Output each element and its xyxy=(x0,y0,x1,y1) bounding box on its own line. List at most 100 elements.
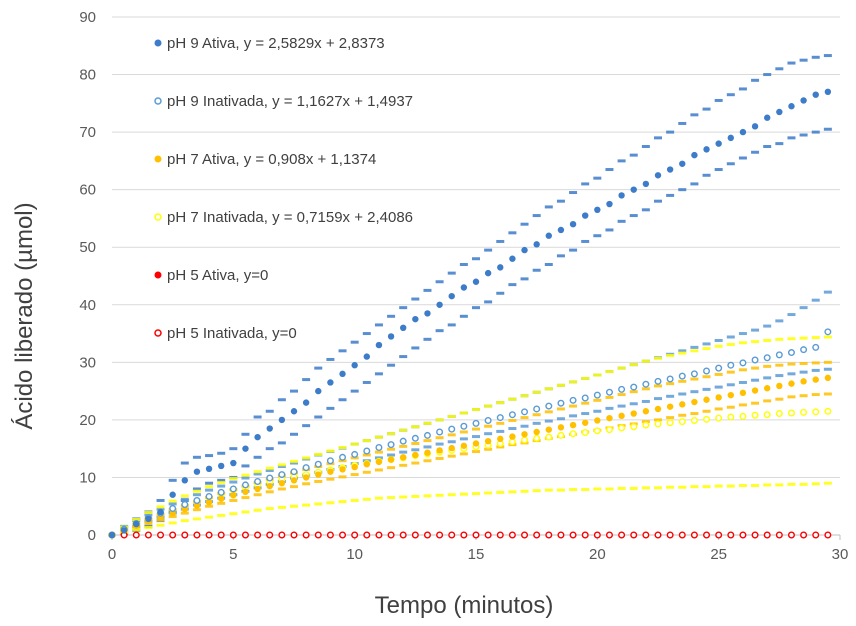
data-point xyxy=(387,333,395,340)
data-point xyxy=(205,498,213,506)
data-point xyxy=(218,495,225,502)
x-tick-label: 20 xyxy=(589,546,606,563)
legend-entry: pH 9 Inativada, y = 1,1627x + 1,4937 xyxy=(167,93,413,110)
data-point xyxy=(448,292,455,300)
data-point xyxy=(424,449,431,456)
data-point xyxy=(132,531,140,539)
data-point xyxy=(254,531,262,539)
data-point xyxy=(315,387,322,395)
data-point xyxy=(375,444,383,452)
data-point xyxy=(642,408,650,415)
y-tick-label: 40 xyxy=(79,297,96,314)
data-point xyxy=(678,372,686,380)
data-point xyxy=(242,488,249,496)
data-point xyxy=(120,527,128,534)
y-tick-label: 80 xyxy=(79,67,96,84)
data-point xyxy=(824,328,832,336)
data-point xyxy=(351,362,358,369)
data-point xyxy=(314,460,322,468)
data-point xyxy=(400,454,407,461)
data-point xyxy=(484,269,492,277)
data-point xyxy=(557,431,565,439)
data-point xyxy=(691,151,698,159)
data-point xyxy=(205,465,213,473)
data-point xyxy=(509,255,516,262)
x-tick-label: 0 xyxy=(108,546,116,563)
data-point xyxy=(181,500,189,508)
data-point xyxy=(411,434,419,442)
data-point xyxy=(290,531,298,539)
x-tick-label: 5 xyxy=(229,546,237,563)
data-point xyxy=(666,419,674,427)
data-point xyxy=(193,468,201,475)
data-point xyxy=(751,123,759,130)
legend-marker xyxy=(154,39,162,47)
data-point xyxy=(133,520,140,528)
data-point xyxy=(302,464,310,472)
data-point xyxy=(812,408,820,416)
data-point xyxy=(605,388,613,396)
legend-entry: pH 7 Ativa, y = 0,908x + 1,1374 xyxy=(167,151,376,168)
data-point xyxy=(775,351,783,359)
data-point xyxy=(605,531,613,539)
data-point xyxy=(581,429,589,437)
y-tick-label: 50 xyxy=(79,239,96,256)
data-point xyxy=(266,531,274,539)
data-point xyxy=(521,408,529,416)
data-point xyxy=(824,407,832,415)
data-point xyxy=(242,445,249,452)
data-point xyxy=(266,474,274,482)
data-point xyxy=(666,403,674,410)
data-point xyxy=(678,418,686,426)
data-point xyxy=(278,471,286,479)
data-point xyxy=(363,531,371,539)
data-point xyxy=(642,421,650,429)
data-point xyxy=(557,399,565,407)
data-point xyxy=(181,477,188,484)
data-point xyxy=(521,246,528,254)
data-point xyxy=(218,462,225,470)
data-point xyxy=(448,531,456,539)
data-point xyxy=(278,416,286,424)
data-point xyxy=(727,531,735,539)
data-point xyxy=(545,433,553,441)
x-tick-label: 25 xyxy=(710,546,727,563)
y-tick-label: 90 xyxy=(79,9,96,26)
data-point xyxy=(739,128,747,136)
data-point xyxy=(764,385,771,392)
data-point xyxy=(144,531,152,539)
data-point xyxy=(181,531,189,539)
x-axis-title: Tempo (minutos) xyxy=(375,592,554,619)
data-point xyxy=(690,416,698,424)
data-point xyxy=(642,380,650,388)
data-point xyxy=(703,146,710,153)
data-point xyxy=(169,531,177,539)
data-point xyxy=(787,531,795,539)
data-point xyxy=(351,463,358,471)
data-point xyxy=(788,103,795,110)
data-point xyxy=(690,531,698,539)
data-point xyxy=(545,531,553,539)
data-point xyxy=(666,531,674,539)
data-point xyxy=(472,419,480,427)
data-point xyxy=(654,377,662,385)
data-point xyxy=(824,88,832,96)
data-point xyxy=(290,468,298,476)
data-point xyxy=(327,379,334,386)
legend: pH 9 Ativa, y = 2,5829x + 2,8373 pH 9 Ina… xyxy=(154,35,413,342)
data-point xyxy=(496,531,504,539)
data-point xyxy=(763,531,771,539)
x-tick-label: 10 xyxy=(346,546,363,563)
data-point xyxy=(436,301,443,308)
data-point xyxy=(763,354,771,362)
data-point xyxy=(472,531,480,539)
data-point xyxy=(824,531,832,539)
data-point xyxy=(217,488,225,496)
data-point xyxy=(521,431,528,438)
data-point xyxy=(302,531,310,539)
data-point xyxy=(764,114,771,121)
data-point xyxy=(400,324,407,331)
data-point xyxy=(715,364,723,372)
data-point xyxy=(569,421,577,429)
data-point xyxy=(484,437,492,445)
